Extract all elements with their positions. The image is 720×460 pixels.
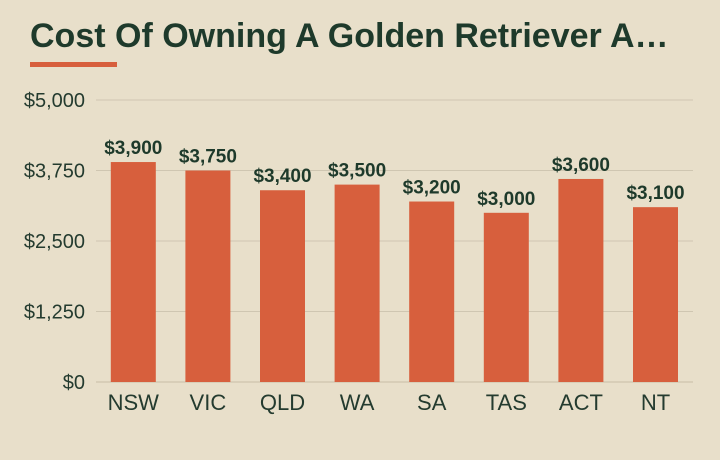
x-tick-label: QLD [260, 390, 305, 415]
y-tick-label: $3,750 [24, 161, 85, 183]
x-tick-label: VIC [190, 390, 227, 415]
data-label: $3,500 [328, 161, 386, 182]
data-label: $3,750 [179, 147, 237, 168]
bar-tas [483, 212, 529, 382]
data-label: $3,900 [104, 138, 162, 159]
bar-qld [260, 190, 305, 382]
data-labels: $3,900 $3,750 $3,400 $3,500 $3,200 $3,000 $3,6… [104, 138, 684, 210]
bar-wa [334, 184, 380, 382]
y-axis-tick-labels: $0 $1,250 $2,500 $3,750 $5,000 [24, 90, 85, 394]
data-label: $3,100 [626, 183, 684, 204]
data-label: $3,000 [477, 189, 535, 210]
bar-sa [409, 201, 455, 382]
data-label: $3,200 [403, 178, 461, 199]
x-tick-label: NSW [108, 390, 160, 415]
title-underline [30, 62, 117, 67]
x-tick-label: ACT [559, 390, 603, 415]
bar-nsw [110, 162, 156, 382]
x-tick-label: TAS [486, 390, 527, 415]
bars [110, 162, 678, 382]
x-tick-label: NT [641, 390, 670, 415]
data-label: $3,600 [552, 155, 610, 176]
y-tick-label: $5,000 [24, 90, 85, 112]
bar-vic [185, 170, 231, 382]
data-label: $3,400 [253, 166, 311, 187]
x-tick-label: WA [340, 390, 375, 415]
x-tick-label: SA [417, 390, 447, 415]
bar-nt [633, 207, 678, 382]
x-axis-category-labels: NSW VIC QLD WA SA TAS ACT NT [108, 390, 671, 415]
y-tick-label: $2,500 [24, 231, 85, 253]
bar-act [558, 178, 604, 382]
y-tick-label: $0 [63, 372, 85, 394]
y-tick-label: $1,250 [24, 302, 85, 324]
